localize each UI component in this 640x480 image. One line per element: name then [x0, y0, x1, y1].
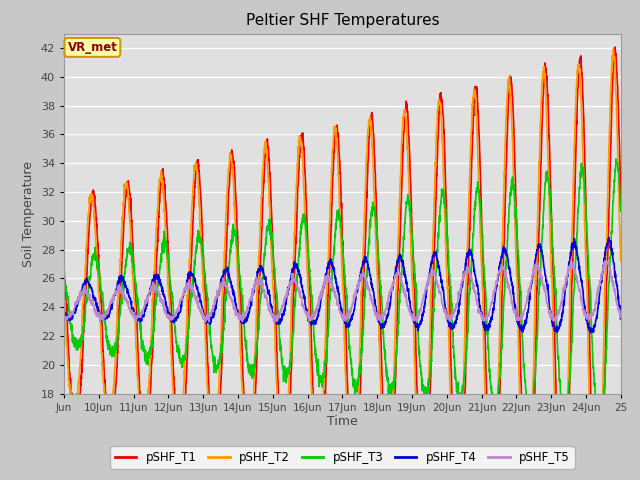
pSHF_T4 [510, 297, 518, 303]
pSHF_T2 [236, 323, 244, 329]
Y-axis label: Soil Temperature: Soil Temperature [22, 161, 35, 266]
pSHF_T5 [567, 258, 575, 264]
pSHF_T5 [60, 317, 68, 323]
pSHF_T4 [60, 309, 68, 315]
pSHF_T1 [376, 294, 383, 300]
pSHF_T5 [617, 314, 625, 320]
Text: VR_met: VR_met [67, 41, 117, 54]
pSHF_T2 [617, 258, 625, 264]
pSHF_T5 [378, 320, 385, 326]
X-axis label: Time: Time [327, 415, 358, 429]
pSHF_T4 [116, 277, 124, 283]
pSHF_T5 [510, 307, 518, 312]
pSHF_T3 [609, 198, 617, 204]
Title: Peltier SHF Temperatures: Peltier SHF Temperatures [246, 13, 439, 28]
Line: pSHF_T3: pSHF_T3 [64, 159, 621, 426]
pSHF_T1 [510, 129, 518, 135]
pSHF_T2 [116, 273, 124, 278]
pSHF_T3 [595, 423, 602, 429]
pSHF_T5 [609, 283, 617, 289]
pSHF_T3 [617, 208, 625, 214]
pSHF_T2 [376, 362, 383, 368]
Line: pSHF_T1: pSHF_T1 [64, 47, 621, 480]
pSHF_T5 [116, 285, 124, 291]
pSHF_T1 [609, 67, 617, 72]
pSHF_T4 [617, 315, 625, 321]
pSHF_T1 [541, 69, 549, 75]
pSHF_T4 [609, 259, 617, 265]
pSHF_T1 [236, 280, 244, 286]
pSHF_T5 [236, 312, 244, 317]
pSHF_T2 [541, 84, 549, 90]
pSHF_T3 [236, 273, 244, 279]
pSHF_T1 [116, 300, 124, 306]
pSHF_T4 [236, 314, 244, 320]
pSHF_T4 [605, 235, 612, 240]
pSHF_T5 [542, 290, 550, 296]
Line: pSHF_T2: pSHF_T2 [64, 49, 621, 480]
pSHF_T3 [376, 277, 383, 283]
pSHF_T4 [541, 272, 549, 278]
pSHF_T3 [510, 186, 518, 192]
pSHF_T4 [376, 319, 383, 325]
Line: pSHF_T5: pSHF_T5 [64, 261, 621, 323]
pSHF_T1 [617, 199, 625, 204]
pSHF_T3 [612, 156, 620, 162]
pSHF_T4 [587, 330, 595, 336]
pSHF_T1 [60, 263, 68, 269]
pSHF_T3 [541, 181, 549, 187]
pSHF_T1 [611, 44, 619, 50]
pSHF_T2 [510, 193, 518, 199]
pSHF_T3 [60, 274, 68, 280]
pSHF_T2 [609, 46, 617, 52]
pSHF_T2 [60, 289, 68, 295]
pSHF_T2 [609, 53, 617, 59]
Legend: pSHF_T1, pSHF_T2, pSHF_T3, pSHF_T4, pSHF_T5: pSHF_T1, pSHF_T2, pSHF_T3, pSHF_T4, pSHF… [110, 446, 575, 469]
Line: pSHF_T4: pSHF_T4 [64, 238, 621, 333]
pSHF_T3 [116, 311, 124, 317]
pSHF_T5 [376, 317, 383, 323]
